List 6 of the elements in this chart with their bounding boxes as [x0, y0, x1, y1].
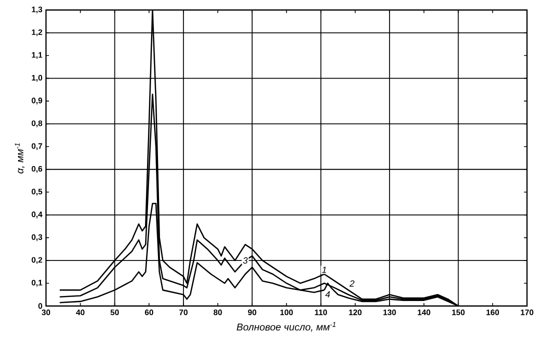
series-label: 3: [242, 257, 248, 264]
series-label: 1: [322, 266, 326, 273]
annotation: 2: [349, 280, 354, 287]
x-axis-title: Волновое число, мм$^{-1}$: [236, 322, 336, 332]
series-label: 4: [325, 291, 330, 298]
y-axis-title: α, мм$^{-1}$: [14, 143, 25, 174]
